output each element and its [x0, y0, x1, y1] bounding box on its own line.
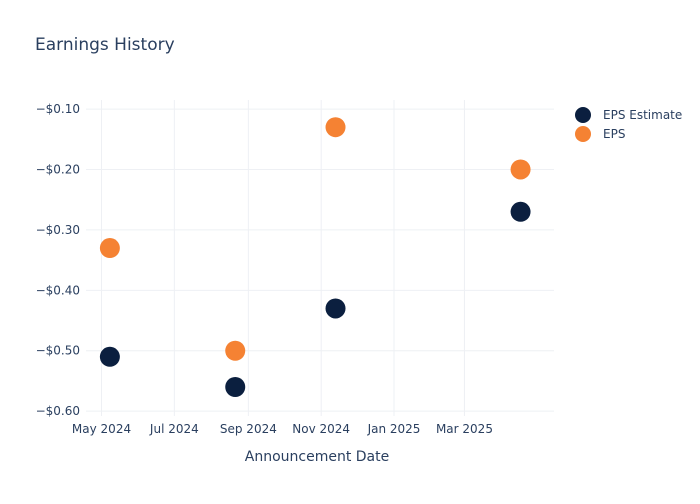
legend[interactable]: EPS Estimate EPS	[575, 107, 682, 142]
x-tick-label: Nov 2024	[292, 422, 350, 436]
legend-label: EPS Estimate	[603, 108, 682, 122]
x-axis-ticks: May 2024 Jul 2024 Sep 2024 Nov 2024 Jan 2025…	[72, 422, 493, 436]
eps-point[interactable]	[225, 340, 246, 361]
x-tick-label: Mar 2025	[436, 422, 493, 436]
eps-point[interactable]	[325, 117, 346, 138]
x-axis-label: Announcement Date	[245, 449, 389, 465]
y-tick-label: −$0.30	[36, 223, 80, 237]
x-tick-label: Jan 2025	[367, 422, 421, 436]
y-tick-label: −$0.10	[36, 102, 80, 116]
legend-marker	[575, 107, 591, 123]
legend-label: EPS	[603, 127, 625, 141]
eps-estimate-point[interactable]	[99, 346, 120, 367]
grid	[86, 100, 554, 416]
data-points	[99, 117, 531, 397]
y-tick-label: −$0.60	[36, 404, 80, 418]
x-tick-label: Jul 2024	[149, 422, 199, 436]
y-tick-label: −$0.50	[36, 344, 80, 358]
legend-item-eps-estimate[interactable]: EPS Estimate	[575, 107, 682, 123]
legend-item-eps[interactable]: EPS	[575, 126, 625, 142]
y-tick-label: −$0.40	[36, 283, 80, 297]
eps-estimate-point[interactable]	[325, 298, 346, 319]
eps-estimate-point[interactable]	[510, 201, 531, 222]
eps-point[interactable]	[99, 238, 120, 259]
eps-estimate-point[interactable]	[225, 376, 246, 397]
x-tick-label: May 2024	[72, 422, 131, 436]
y-tick-label: −$0.20	[36, 162, 80, 176]
x-tick-label: Sep 2024	[220, 422, 277, 436]
chart-title: Earnings History	[35, 35, 175, 55]
y-axis-ticks: −$0.10 −$0.20 −$0.30 −$0.40 −$0.50 −$0.60	[36, 102, 80, 418]
eps-point[interactable]	[510, 159, 531, 180]
legend-marker	[575, 126, 591, 142]
